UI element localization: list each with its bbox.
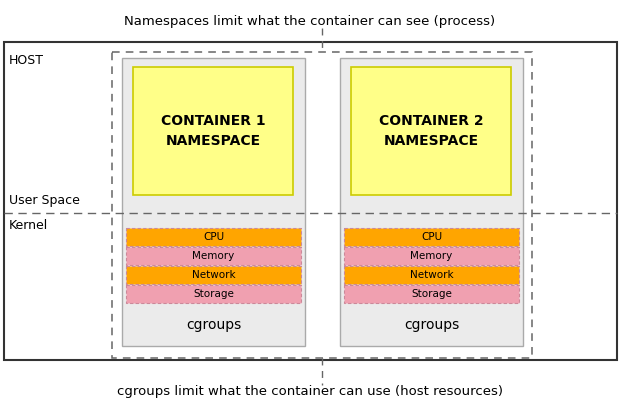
Text: Network: Network [192, 270, 235, 280]
Text: Storage: Storage [193, 289, 234, 299]
Bar [126, 247, 301, 265]
Text: Kernel: Kernel [9, 219, 48, 232]
Text: Storage: Storage [411, 289, 452, 299]
Text: cgroups: cgroups [404, 318, 459, 332]
Text: User Space: User Space [9, 194, 80, 207]
Text: Network: Network [410, 270, 453, 280]
Bar [133, 67, 293, 195]
Bar [344, 285, 519, 303]
Text: CONTAINER 2
NAMESPACE: CONTAINER 2 NAMESPACE [379, 114, 483, 148]
Bar [126, 266, 301, 284]
Bar [122, 58, 305, 346]
Bar [112, 52, 532, 358]
Text: cgroups limit what the container can use (host resources): cgroups limit what the container can use… [117, 386, 503, 399]
Text: HOST: HOST [9, 54, 44, 67]
Text: cgroups: cgroups [186, 318, 241, 332]
Text: CONTAINER 1
NAMESPACE: CONTAINER 1 NAMESPACE [161, 114, 265, 148]
Text: Memory: Memory [193, 251, 235, 261]
Bar [4, 42, 617, 360]
Bar [126, 228, 301, 246]
Text: Memory: Memory [410, 251, 453, 261]
Bar [351, 67, 511, 195]
Bar [344, 228, 519, 246]
Text: CPU: CPU [203, 232, 224, 242]
Bar [344, 247, 519, 265]
Text: CPU: CPU [421, 232, 442, 242]
Bar [344, 266, 519, 284]
Bar [340, 58, 523, 346]
Text: Namespaces limit what the container can see (process): Namespaces limit what the container can … [124, 16, 496, 29]
Bar [126, 285, 301, 303]
